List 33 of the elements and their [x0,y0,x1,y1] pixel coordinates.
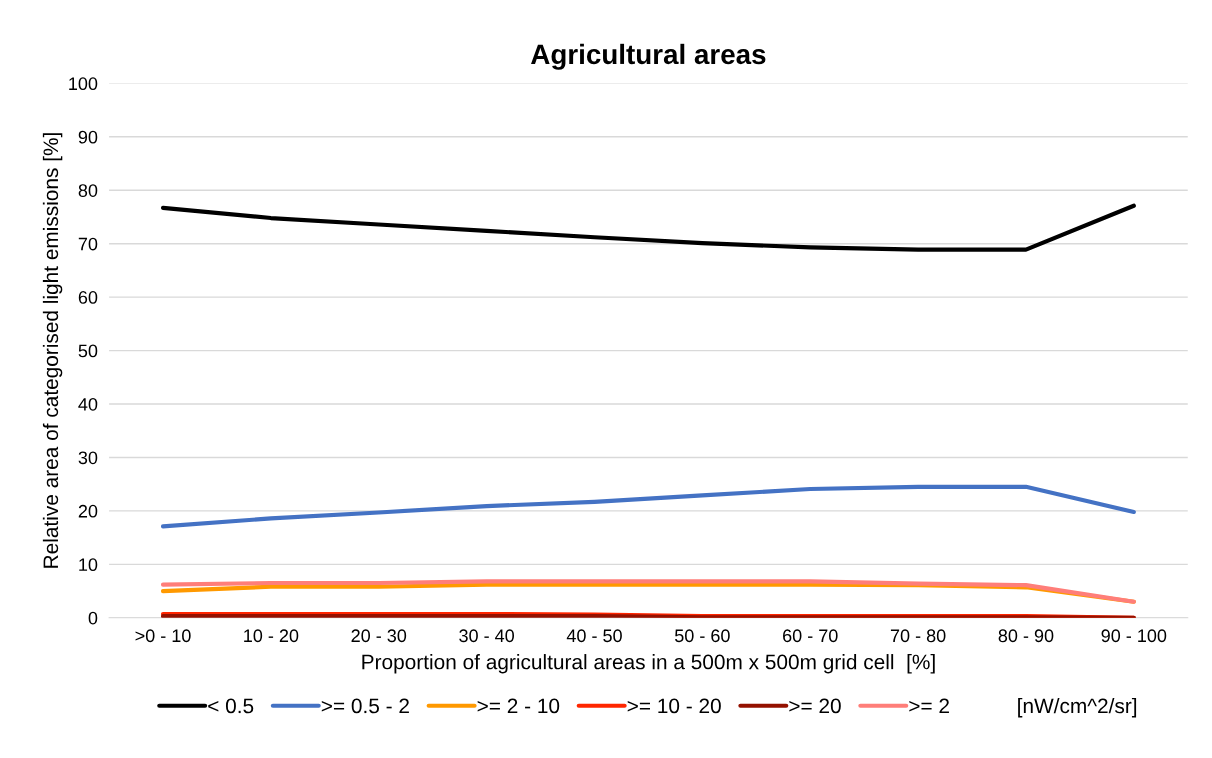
legend-label: < 0.5 [208,698,254,714]
x-tick-label: 70 - 80 [890,629,946,643]
x-tick-label: 30 - 40 [459,629,515,643]
x-tick-label: 10 - 20 [244,629,299,643]
x-axis-title: Proportion of agricultural areas in a 500m x 500m grid cell [%] [362,654,935,674]
y-tick-label: 50 [78,344,98,358]
x-tick-label: >0 - 10 [135,629,191,643]
legend-label: >= 2 [909,698,949,714]
y-tick-label: 0 [88,611,98,625]
y-tick-label: 40 [78,397,98,411]
line-series [160,484,1136,529]
x-tick-label: 20 - 30 [351,629,407,643]
legend-label: >= 20 [789,698,841,714]
x-tick-label: 80 - 90 [998,629,1054,643]
y-tick-label: 90 [78,130,98,144]
y-tick-label: 20 [78,504,98,518]
line-series [160,203,1136,252]
y-tick-label: 100 [69,77,98,91]
x-tick-label: 40 - 50 [566,629,622,643]
legend-title: [nW/cm^2/sr] [1018,697,1137,718]
legend-label: >= 0.5 - 2 [321,698,409,714]
legend-label: >= 2 - 10 [477,698,560,714]
x-tick-label: 50 - 60 [674,629,730,643]
chart-title: Agricultural areas [531,43,766,70]
x-tick-label: 90 - 100 [1101,629,1167,643]
legend-label: >= 10 - 20 [627,698,721,714]
y-tick-label: 30 [78,451,98,465]
y-tick-label: 80 [78,184,98,197]
y-tick-label: 10 [79,558,98,572]
x-tick-label: 60 - 70 [783,629,838,643]
y-axis-title: Relative area of categorised light emissions [%] [42,133,63,568]
y-tick-label: 60 [78,291,98,304]
y-tick-label: 70 [78,237,98,251]
